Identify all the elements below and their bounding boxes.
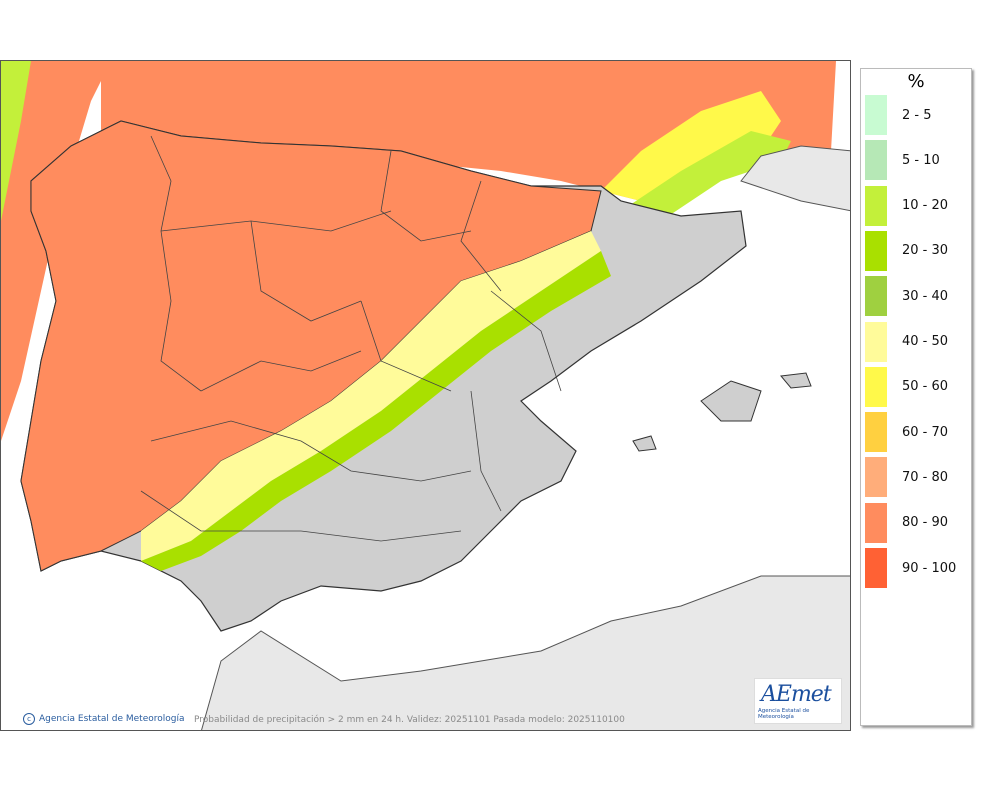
legend-swatch (865, 502, 887, 543)
legend-item: 20 - 30 (865, 230, 969, 272)
legend-panel: % 2 - 5 5 - 10 10 - 20 20 - 30 30 - 40 40 - 5… (860, 68, 972, 726)
legend-swatch (865, 140, 887, 181)
legend-item: 2 - 5 (865, 94, 969, 136)
copyright-icon: c (23, 713, 35, 725)
legend-label: 20 - 30 (902, 243, 949, 259)
copyright-text: Agencia Estatal de Meteorología (39, 714, 185, 724)
legend-label: 80 - 90 (902, 515, 949, 531)
atlantic-green-band (1, 61, 31, 221)
legend-item: 50 - 60 (865, 366, 969, 408)
legend-item: 5 - 10 (865, 139, 969, 181)
logo-wordmark: AEmet (761, 682, 832, 707)
iberia-green-band (141, 251, 611, 571)
legend-label: 50 - 60 (902, 379, 949, 395)
legend-label: 5 - 10 (902, 152, 940, 168)
legend-item: 40 - 50 (865, 321, 969, 363)
legend-swatch (865, 95, 887, 135)
ibiza (632, 435, 657, 452)
legend-label: 90 - 100 (902, 560, 957, 576)
precipitation-map: c Agencia Estatal de Meteorología Probab… (0, 60, 851, 731)
mallorca (700, 380, 762, 422)
map-caption: Probabilidad de precipitación > 2 mm en … (194, 715, 625, 725)
logo-subtitle: Agencia Estatal de Meteorología (758, 708, 810, 720)
legend-item: 60 - 70 (865, 411, 969, 453)
biscay-green-band (621, 131, 791, 221)
aemet-logo: AEmet Agencia Estatal de Meteorología (754, 678, 842, 724)
copyright-label: c Agencia Estatal de Meteorología (23, 713, 185, 725)
legend-item: 30 - 40 (865, 275, 969, 317)
legend-item: 90 - 100 (865, 547, 969, 589)
legend-swatch (865, 548, 887, 588)
atlantic-rain-field (1, 61, 111, 441)
legend-swatch (865, 185, 887, 226)
france-land-east (740, 145, 850, 212)
legend-swatch (865, 321, 887, 362)
legend-label: 60 - 70 (902, 424, 949, 440)
biscay-transition-band (601, 91, 781, 201)
legend-item: 10 - 20 (865, 185, 969, 227)
map-svg (1, 61, 850, 730)
north-africa-land (201, 575, 850, 730)
legend-label: 30 - 40 (902, 288, 949, 304)
legend-swatch (865, 457, 887, 498)
legend-item: 80 - 90 (865, 502, 969, 544)
menorca (780, 372, 812, 389)
legend-label: 2 - 5 (902, 107, 932, 123)
regional-borders (140, 135, 562, 542)
legend-swatch (865, 276, 887, 317)
legend-swatch (865, 366, 887, 407)
legend-item: 70 - 80 (865, 456, 969, 498)
legend-title: % (907, 71, 925, 92)
legend-swatch (865, 412, 887, 453)
legend-label: 70 - 80 (902, 469, 949, 485)
iberia-transition-band (141, 231, 601, 561)
legend-label: 40 - 50 (902, 334, 949, 349)
legend-swatch (865, 230, 887, 271)
legend-label: 10 - 20 (902, 198, 949, 214)
